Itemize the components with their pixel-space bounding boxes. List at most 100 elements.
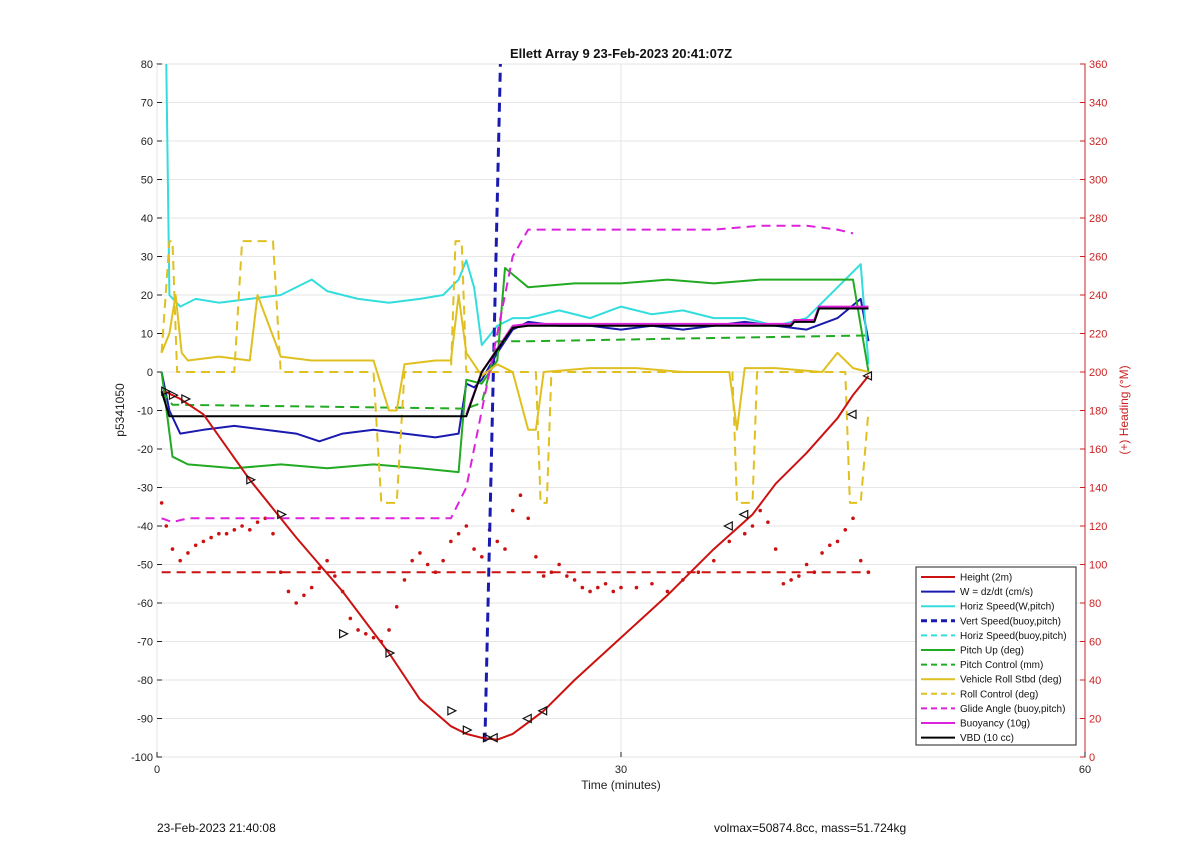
- heading-point: [371, 635, 376, 640]
- heading-point: [387, 628, 391, 632]
- left-axis-ticks: -100-90-80-70-60-50-40-30-20-10010203040…: [131, 59, 162, 764]
- y-tick-label: 40: [141, 213, 153, 225]
- y2-tick-label: 100: [1089, 560, 1107, 572]
- heading-point: [766, 520, 770, 524]
- descent-marker: [339, 628, 349, 639]
- series-line: [160, 307, 869, 418]
- heading-point: [789, 578, 793, 582]
- heading-point: [232, 528, 237, 532]
- heading-point: [534, 555, 538, 559]
- heading-point: [456, 531, 461, 536]
- legend-label: Horiz Speed(W,pitch): [960, 602, 1054, 613]
- heading-point: [193, 543, 198, 548]
- heading-point: [858, 558, 863, 563]
- heading-point: [333, 574, 337, 578]
- heading-point: [425, 562, 430, 567]
- heading-point: [271, 531, 275, 536]
- heading-point: [503, 547, 507, 551]
- legend: Height (2m) W = dz/dt (cm/s) Horiz Speed(W…: [915, 566, 1077, 746]
- y-tick-label: 60: [141, 136, 153, 148]
- heading-point: [348, 616, 353, 621]
- legend-label: Glide Angle (buoy,pitch): [960, 704, 1065, 715]
- y2-tick-label: 340: [1089, 98, 1107, 110]
- y-tick-label: 20: [141, 290, 153, 302]
- legend-label: Vert Speed(buoy,pitch): [960, 616, 1061, 627]
- descent-marker: [161, 386, 172, 397]
- y2-tick-label: 360: [1089, 59, 1107, 71]
- y2-tick-label: 260: [1089, 252, 1107, 264]
- descent-marker: [277, 509, 288, 520]
- heading-point: [302, 593, 306, 598]
- y2-tick-label: 300: [1089, 175, 1107, 187]
- y-tick-label: -50: [137, 560, 153, 572]
- descent-marker: [447, 705, 458, 716]
- heading-point: [217, 531, 221, 536]
- x-tick-label: 30: [615, 764, 627, 776]
- heading-point: [572, 578, 577, 582]
- series-line: [164, 375, 870, 741]
- series-lines: [160, 63, 870, 742]
- footer-mass-info: volmax=50874.8cc, mass=51.724kg: [714, 821, 907, 835]
- heading-point: [866, 570, 871, 574]
- heading-point: [750, 524, 755, 528]
- heading-point: [820, 551, 824, 555]
- heading-point: [224, 531, 229, 536]
- heading-point: [812, 570, 817, 574]
- heading-point: [541, 574, 546, 578]
- x-tick-label: 60: [1079, 764, 1091, 776]
- heading-point: [248, 528, 252, 532]
- y-tick-label: 70: [141, 98, 153, 110]
- heading-point: [309, 585, 314, 590]
- x-axis-label: Time (minutes): [581, 778, 661, 792]
- legend-label: Roll Control (deg): [960, 689, 1038, 700]
- heading-point: [843, 528, 848, 532]
- descent-marker: [181, 393, 192, 404]
- ascent-marker: [846, 409, 857, 420]
- y-tick-label: -80: [137, 675, 153, 687]
- y2-tick-label: 40: [1089, 675, 1101, 687]
- heading-point: [449, 539, 453, 544]
- heading-point: [781, 581, 786, 586]
- descent-marker: [168, 390, 179, 401]
- heading-point: [611, 589, 616, 594]
- y2-tick-label: 140: [1089, 483, 1107, 495]
- descent-marker: [385, 648, 396, 659]
- heading-point: [650, 581, 654, 586]
- y-tick-label: -40: [137, 521, 153, 533]
- series-line: [165, 63, 870, 365]
- heading-point: [804, 562, 809, 567]
- y2-tick-label: 200: [1089, 367, 1107, 379]
- heading-point: [495, 539, 500, 544]
- heading-point: [603, 581, 608, 586]
- y-tick-label: 0: [147, 367, 153, 379]
- x-tick-label: 0: [154, 764, 160, 776]
- ascent-marker: [537, 705, 548, 716]
- heading-point: [665, 589, 670, 594]
- descent-marker: [482, 732, 493, 743]
- heading-point: [510, 508, 515, 513]
- series-line: [160, 294, 869, 431]
- heading-point: [317, 566, 322, 571]
- heading-point: [480, 555, 484, 559]
- ascent-marker: [738, 509, 749, 520]
- legend-label: Pitch Up (deg): [960, 646, 1024, 657]
- descent-marker: [246, 474, 257, 485]
- heading-point: [278, 570, 283, 574]
- y-tick-label: -10: [137, 406, 153, 418]
- y2-tick-label: 160: [1089, 444, 1107, 456]
- y2-tick-label: 180: [1089, 406, 1107, 418]
- y2-tick-label: 220: [1089, 329, 1107, 341]
- heading-point: [364, 632, 368, 636]
- heading-point: [294, 601, 299, 605]
- legend-label: Height (2m): [960, 573, 1012, 584]
- descent-marker: [462, 725, 473, 736]
- heading-point: [758, 508, 762, 513]
- y2-tick-label: 20: [1089, 714, 1101, 726]
- heading-point: [164, 524, 169, 528]
- heading-point: [356, 628, 360, 632]
- heading-point: [565, 574, 569, 578]
- heading-point: [742, 531, 747, 536]
- heading-dots: [159, 493, 871, 644]
- y-tick-label: -100: [131, 752, 153, 764]
- height-markers: [161, 370, 873, 743]
